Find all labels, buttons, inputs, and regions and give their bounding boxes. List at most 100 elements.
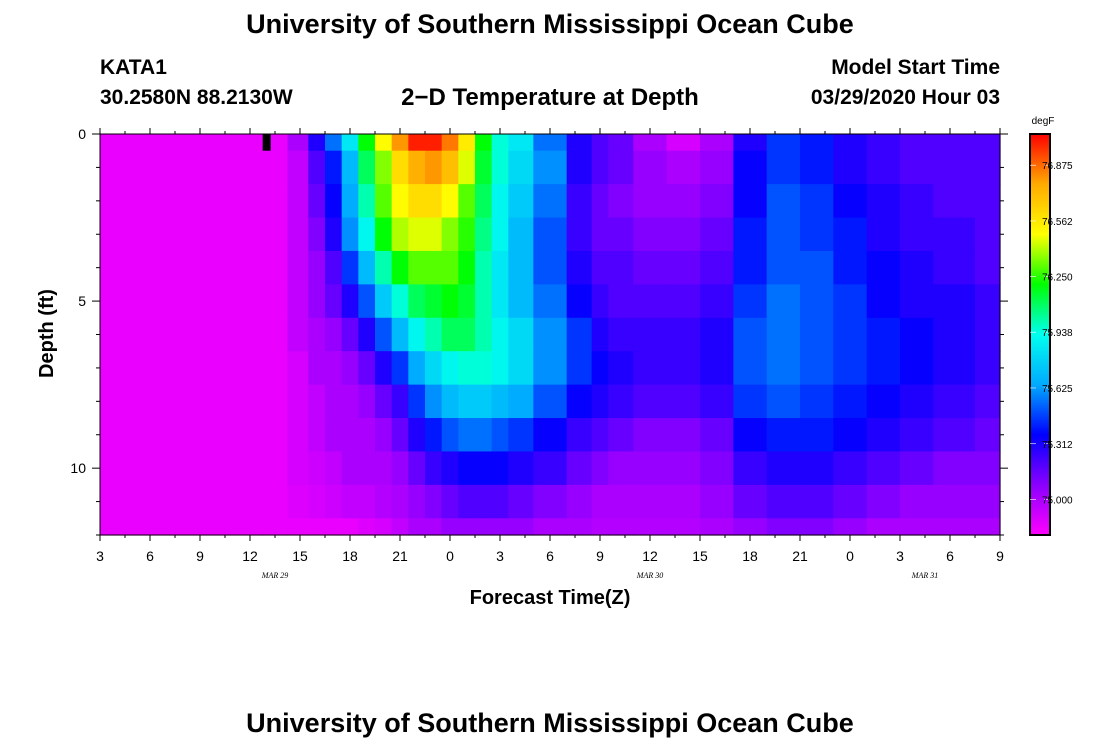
heatmap-cell <box>100 418 126 453</box>
heatmap-cell <box>766 284 801 319</box>
heatmap-cell <box>325 284 343 319</box>
heatmap-cell <box>733 451 768 486</box>
heatmap-cell <box>125 284 176 319</box>
heatmap-cells <box>100 134 1001 536</box>
heatmap-cell <box>287 518 309 536</box>
heatmap-cell <box>325 217 343 252</box>
heatmap-cell <box>833 250 868 285</box>
heatmap-cell <box>733 384 768 419</box>
heatmap-cell <box>633 384 668 419</box>
heatmap-cell <box>833 484 868 519</box>
heatmap-cell <box>475 484 493 519</box>
chart-subtitle: 2−D Temperature at Depth <box>401 84 699 111</box>
heatmap-cell <box>491 484 509 519</box>
heatmap-cell <box>608 451 634 486</box>
heatmap-cell <box>800 384 834 419</box>
heatmap-cell <box>975 418 1001 453</box>
heatmap-cell <box>833 134 868 152</box>
colorbar-label: 75.000 <box>1042 495 1073 506</box>
heatmap-cell <box>425 451 443 486</box>
heatmap-cell <box>800 250 834 285</box>
page-title: University of Southern Mississippi Ocean… <box>246 9 854 39</box>
heatmap-cell <box>508 250 534 285</box>
heatmap-cell <box>175 150 226 185</box>
heatmap-cell <box>391 284 409 319</box>
heatmap-cell <box>341 217 359 252</box>
heatmap-cell <box>866 134 901 152</box>
heatmap-cell <box>633 217 668 252</box>
heatmap-cell <box>408 418 426 453</box>
heatmap-cell <box>733 351 768 386</box>
heatmap-cell <box>175 317 226 352</box>
heatmap-cell <box>608 150 634 185</box>
heatmap-cell <box>458 418 476 453</box>
heatmap-cell <box>508 484 534 519</box>
heatmap-cell <box>975 451 1001 486</box>
heatmap-cell <box>533 351 568 386</box>
heatmap-cell <box>475 184 493 219</box>
heatmap-cell <box>533 217 568 252</box>
heatmap-cell <box>408 217 426 252</box>
heatmap-cell <box>833 351 868 386</box>
heatmap-cell <box>287 134 309 152</box>
heatmap-cell <box>125 518 176 536</box>
heatmap-cell <box>900 184 934 219</box>
heatmap-cell <box>508 451 534 486</box>
heatmap-cell <box>766 351 801 386</box>
heatmap-cell <box>425 184 443 219</box>
heatmap-cell <box>308 217 326 252</box>
heatmap-cell <box>566 418 593 453</box>
x-tick-label: 9 <box>596 548 604 564</box>
heatmap-cell <box>341 250 359 285</box>
heatmap-cell <box>425 250 443 285</box>
heatmap-cell <box>287 250 309 285</box>
heatmap-cell <box>866 184 901 219</box>
heatmap-cell <box>225 384 264 419</box>
heatmap-cell <box>262 250 289 285</box>
heatmap-cell <box>391 418 409 453</box>
heatmap-cell <box>733 250 768 285</box>
heatmap-cell <box>287 217 309 252</box>
heatmap-cell <box>666 351 701 386</box>
heatmap-cell <box>262 418 289 453</box>
heatmap-cell <box>566 384 593 419</box>
heatmap-cell <box>975 284 1001 319</box>
heatmap-cell <box>408 150 426 185</box>
heatmap-cell <box>425 217 443 252</box>
heatmap-cell <box>262 484 289 519</box>
heatmap-cell <box>833 451 868 486</box>
heatmap-cell <box>766 384 801 419</box>
heatmap-cell <box>308 518 326 536</box>
heatmap-cell <box>700 317 734 352</box>
heatmap-cell <box>666 484 701 519</box>
model-start-label: Model Start Time <box>831 56 1000 79</box>
heatmap-cell <box>666 217 701 252</box>
heatmap-cell <box>733 317 768 352</box>
heatmap-cell <box>766 134 801 152</box>
heatmap-cell <box>700 518 734 536</box>
colorbar-label: 75.625 <box>1042 384 1073 395</box>
heatmap-cell <box>700 418 734 453</box>
heatmap-cell <box>491 217 509 252</box>
heatmap-cell <box>408 351 426 386</box>
heatmap-cell <box>287 384 309 419</box>
heatmap-cell <box>491 317 509 352</box>
heatmap-cell <box>566 217 593 252</box>
heatmap-cell <box>408 518 426 536</box>
x-tick-label: 3 <box>896 548 904 564</box>
heatmap-cell <box>358 217 376 252</box>
heatmap-cell <box>533 134 568 152</box>
heatmap-cell <box>100 284 126 319</box>
heatmap-cell <box>408 317 426 352</box>
heatmap-cell <box>225 317 264 352</box>
heatmap-cell <box>666 451 701 486</box>
x-tick-label: 6 <box>146 548 154 564</box>
heatmap-cell <box>375 418 393 453</box>
heatmap-cell <box>441 150 459 185</box>
heatmap-cell <box>866 317 901 352</box>
heatmap-cell <box>733 484 768 519</box>
heatmap-cell <box>800 418 834 453</box>
heatmap-cell <box>508 217 534 252</box>
heatmap-cell <box>408 451 426 486</box>
date-label: MAR 31 <box>911 571 938 580</box>
